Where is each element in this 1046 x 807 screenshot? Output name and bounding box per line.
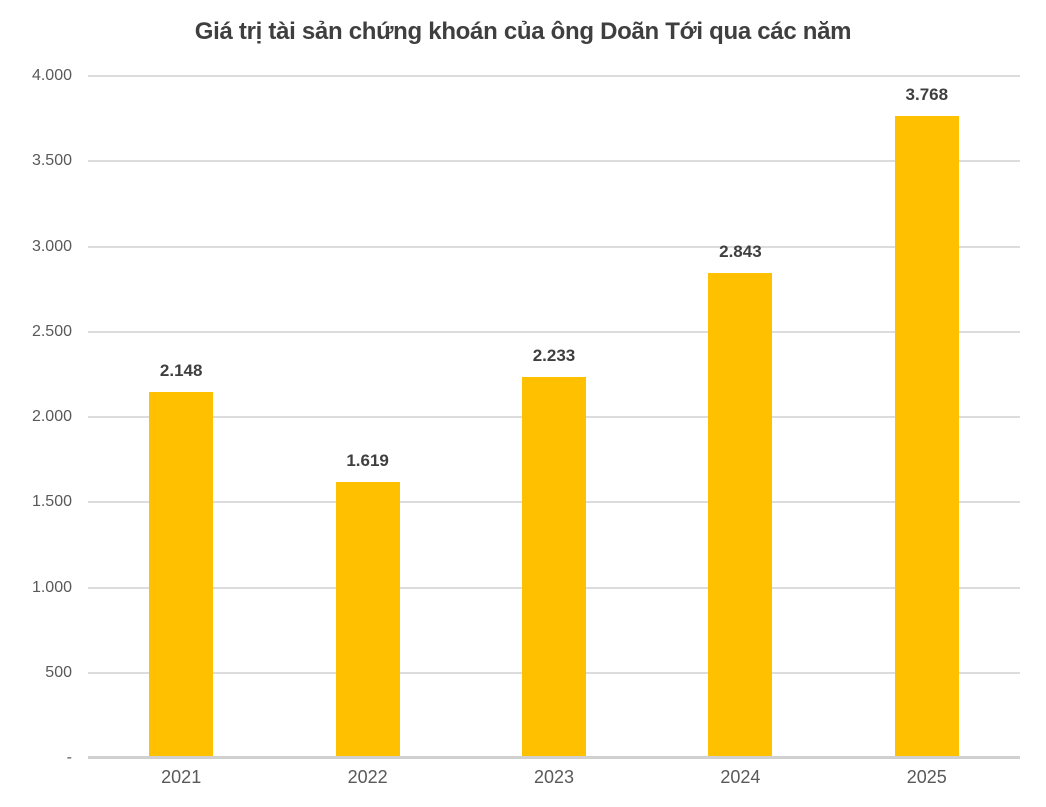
bar-2022	[335, 481, 400, 758]
bar-value-label: 2.233	[532, 346, 576, 366]
x-axis-tick-label: 2022	[347, 767, 388, 787]
x-axis-line	[88, 756, 1020, 759]
y-axis-tick-label: 500	[45, 663, 72, 681]
gridline	[88, 330, 1020, 333]
bar-2025	[894, 115, 959, 758]
y-axis-tick-label: 1.000	[31, 578, 72, 596]
y-axis-tick-label: 4.000	[31, 67, 72, 84]
gridline	[88, 75, 1020, 77]
bar-value-label: 3.768	[905, 84, 949, 104]
bar-value-label: 2.148	[159, 360, 203, 380]
bar-value-label: 1.619	[346, 450, 389, 470]
plot-area: 2.148 1.619 2.233 2.843 3.768	[88, 75, 1020, 759]
y-axis-tick-label: -	[66, 749, 72, 766]
bar-2021	[149, 391, 214, 758]
y-axis-tick-label: 2.000	[31, 408, 72, 425]
y-axis-tick-label: 3.500	[31, 152, 72, 170]
x-axis: 2021 2022 2023 2024 2025	[88, 760, 1020, 800]
bar-2023	[522, 377, 586, 758]
y-axis-tick-label: 1.500	[31, 493, 72, 511]
x-axis-tick-label: 2023	[533, 767, 575, 787]
chart-title: Giá trị tài sản chứng khoán của ông Doãn…	[194, 18, 852, 45]
y-axis-tick-label: 2.500	[31, 322, 72, 340]
x-axis-tick-label: 2024	[720, 767, 761, 787]
x-axis-tick-label: 2025	[906, 767, 947, 787]
x-axis-tick-label: 2021	[161, 767, 202, 787]
y-axis-tick-label: 3.000	[31, 237, 72, 255]
gridline	[88, 160, 1020, 163]
bar-2024	[708, 273, 773, 758]
gridline	[88, 245, 1020, 248]
bar-value-label: 2.843	[719, 242, 762, 262]
y-axis: - 500 1.000 1.500 2.000 2.500 3.000 3.500 4.000	[0, 68, 72, 766]
